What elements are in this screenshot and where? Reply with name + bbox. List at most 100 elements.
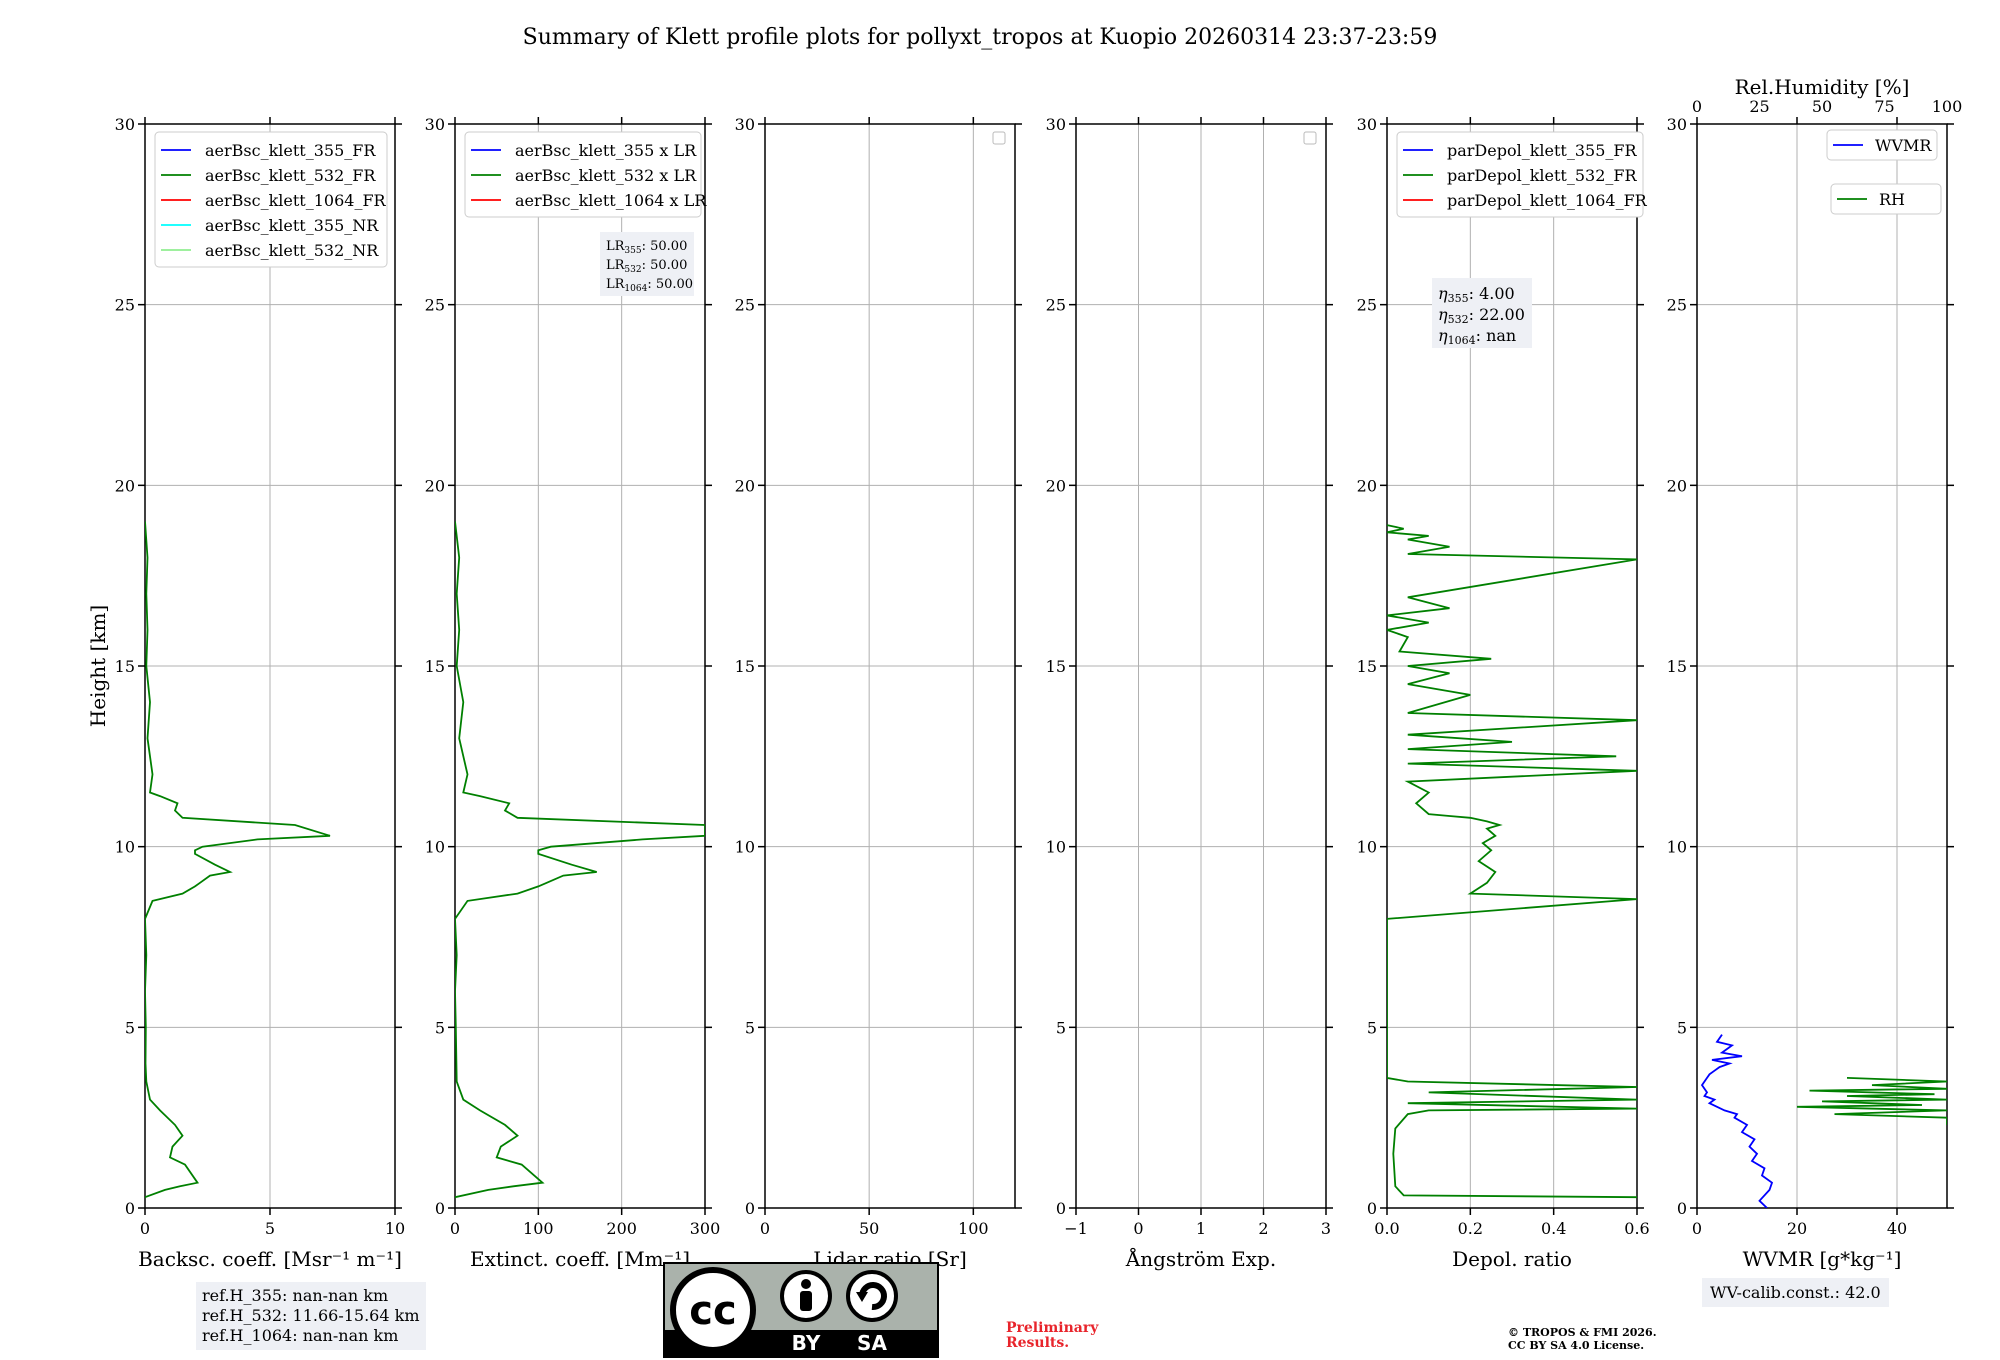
legend-label: aerBsc_klett_532_NR <box>205 241 379 260</box>
ytick-label: 10 <box>1667 838 1687 857</box>
ytick-label: 15 <box>425 657 445 676</box>
x2tick-label: 0 <box>1692 97 1702 116</box>
x-axis-label: Extinct. coeff. [Mm⁻¹] <box>470 1247 690 1271</box>
x2tick-label: 75 <box>1874 97 1894 116</box>
axes-frame <box>144 123 396 1209</box>
ytick-label: 0 <box>125 1199 135 1218</box>
ytick-label: 0 <box>1056 1199 1066 1218</box>
xtick-label: −1 <box>1064 1219 1088 1238</box>
ytick-label: 0 <box>435 1199 445 1218</box>
empty-legend-box <box>1303 131 1317 145</box>
ytick-label: 20 <box>1667 476 1687 495</box>
xtick-label: 100 <box>523 1219 554 1238</box>
lidar-ratio-1064: LR1064: 50.00 <box>606 277 693 294</box>
figure-title: Summary of Klett profile plots for polly… <box>523 25 1438 50</box>
series-line-aerBsc_klett_532 x LR <box>455 521 705 1199</box>
y-axis-label: Height [km] <box>86 605 110 727</box>
ytick-label: 15 <box>1046 657 1066 676</box>
xtick-label: 100 <box>958 1219 989 1238</box>
preliminary-results-note: Preliminary Results. <box>1006 1321 1098 1351</box>
ytick-label: 20 <box>1046 476 1066 495</box>
ytick-label: 30 <box>115 115 135 134</box>
xtick-label: 0.6 <box>1624 1219 1649 1238</box>
by-person-body <box>800 1291 812 1311</box>
legend-box <box>154 131 388 268</box>
series-line-WVMR <box>1700 1034 1774 1208</box>
legend-label: aerBsc_klett_355 x LR <box>515 141 697 160</box>
legend-label: aerBsc_klett_355_NR <box>205 216 379 235</box>
ytick-label: 5 <box>1056 1018 1066 1037</box>
xtick-label: 0 <box>140 1219 150 1238</box>
ytick-label: 30 <box>735 115 755 134</box>
legend-label: parDepol_klett_1064_FR <box>1447 191 1648 210</box>
ytick-label: 25 <box>1667 296 1687 315</box>
xtick-label: 0.0 <box>1374 1219 1399 1238</box>
prelim-line-2: Results. <box>1006 1335 1070 1351</box>
axes-frame <box>764 123 1016 1209</box>
series-line-parDepol_klett_532_FR <box>1387 524 1637 1199</box>
copyright-line-2: CC BY SA 4.0 License. <box>1508 1339 1645 1352</box>
sa-arrow-arc <box>859 1282 887 1311</box>
legend-label: WVMR <box>1875 136 1932 155</box>
eta-1064: η1064: nan <box>1438 326 1516 347</box>
cc-logo-icon <box>670 1267 756 1353</box>
axes-frame <box>1696 123 1948 1209</box>
legend-box <box>1396 131 1644 218</box>
lidar-ratio-532: LR532: 50.00 <box>606 258 687 275</box>
legend-box <box>1826 129 1938 161</box>
xtick-label: 5 <box>265 1219 275 1238</box>
legend-label: parDepol_klett_532_FR <box>1447 166 1638 185</box>
xtick-label: 40 <box>1887 1219 1907 1238</box>
cc-logo-text: cc <box>689 1288 736 1334</box>
series-line-aerBsc_klett_532_FR <box>145 521 331 1199</box>
ytick-label: 5 <box>435 1018 445 1037</box>
xtick-label: 0 <box>450 1219 460 1238</box>
ytick-label: 10 <box>115 838 135 857</box>
xtick-label: 3 <box>1321 1219 1331 1238</box>
x-axis-label: WVMR [g*kg⁻¹] <box>1743 1247 1902 1271</box>
xtick-label: 50 <box>859 1219 879 1238</box>
empty-legend-box <box>992 131 1006 145</box>
xtick-label: 0 <box>760 1219 770 1238</box>
xtick-label: 20 <box>1787 1219 1807 1238</box>
legend-label: aerBsc_klett_1064_FR <box>205 191 387 210</box>
ytick-label: 30 <box>1667 115 1687 134</box>
xtick-label: 0 <box>1692 1219 1702 1238</box>
xtick-label: 200 <box>606 1219 637 1238</box>
ytick-label: 0 <box>745 1199 755 1218</box>
ytick-label: 10 <box>735 838 755 857</box>
legend-label: parDepol_klett_355_FR <box>1447 141 1638 160</box>
ytick-label: 10 <box>425 838 445 857</box>
axes-frame <box>1075 123 1327 1209</box>
xtick-label: 1 <box>1196 1219 1206 1238</box>
ytick-label: 30 <box>1046 115 1066 134</box>
cc-by-sa-license-badge: cc BY SA <box>663 1262 939 1358</box>
ytick-label: 0 <box>1677 1199 1687 1218</box>
panel-wv: 0 5 10 15 20 25 30 0 20 40 0 25 50 75 100 Rel.Humidity … <box>1667 75 1963 1271</box>
ytick-label: 5 <box>1677 1018 1687 1037</box>
x2tick-label: 100 <box>1932 97 1963 116</box>
xtick-label: 2 <box>1258 1219 1268 1238</box>
eta-box <box>1432 278 1532 348</box>
xtick-label: 0.2 <box>1458 1219 1483 1238</box>
ytick-label: 30 <box>425 115 445 134</box>
xtick-label: 300 <box>690 1219 721 1238</box>
ytick-label: 15 <box>1667 657 1687 676</box>
ytick-label: 20 <box>425 476 445 495</box>
ytick-label: 20 <box>735 476 755 495</box>
ytick-label: 10 <box>1046 838 1066 857</box>
ytick-label: 15 <box>1357 657 1377 676</box>
sa-label: SA <box>857 1331 887 1355</box>
ref-height-532: ref.H_532: 11.66-15.64 km <box>202 1306 420 1325</box>
x2-axis-label: Rel.Humidity [%] <box>1735 75 1910 99</box>
ytick-label: 20 <box>115 476 135 495</box>
ytick-label: 20 <box>1357 476 1377 495</box>
xtick-label: 10 <box>385 1219 405 1238</box>
ytick-label: 25 <box>1046 296 1066 315</box>
legend-label: RH <box>1879 190 1905 209</box>
x2tick-label: 25 <box>1749 97 1769 116</box>
by-label: BY <box>792 1331 821 1355</box>
